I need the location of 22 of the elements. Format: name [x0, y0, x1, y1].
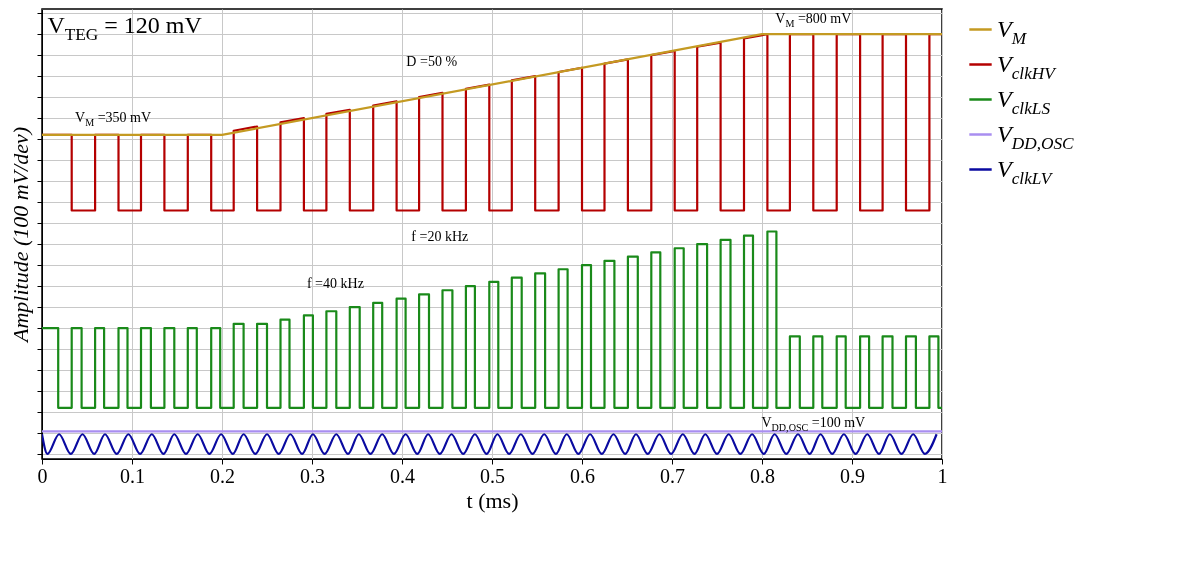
x-tick-label: 0.6 — [570, 464, 595, 487]
legend-label: V$_{DD,OSC}$ — [997, 120, 1075, 153]
x-tick-label: 0.9 — [840, 464, 865, 487]
y-axis-title: Amplitude (100 mV/dev) — [8, 126, 33, 345]
x-tick-label: 0.7 — [660, 464, 685, 487]
x-tick-label: 1 — [937, 464, 948, 487]
annotation: f =40 kHz — [306, 275, 364, 291]
x-tick-label: 0.2 — [210, 464, 235, 487]
annotation: V$_{TEG}$ = 120 mV — [47, 12, 203, 45]
x-tick-label: 0.5 — [480, 464, 505, 487]
x-tick-label: 0 — [37, 464, 48, 487]
x-tick-label: 0.4 — [390, 464, 415, 487]
annotation: V$_{M}$ =350 mV — [75, 109, 152, 128]
annotation: D =50 % — [406, 54, 458, 70]
annotation: V$_{DD,OSC}$ =100 mV — [761, 415, 866, 433]
text: V$_{M}$ =800 mV — [775, 10, 852, 29]
x-tick-label: 0.8 — [750, 464, 775, 487]
x-tick-label: 0.3 — [300, 464, 325, 487]
x-axis-title: t (ms) — [466, 487, 519, 513]
annotation: f =20 kHz — [411, 228, 469, 244]
x-tick-label: 0.1 — [120, 464, 145, 487]
legend-label: V$_{M}$ — [997, 15, 1028, 48]
